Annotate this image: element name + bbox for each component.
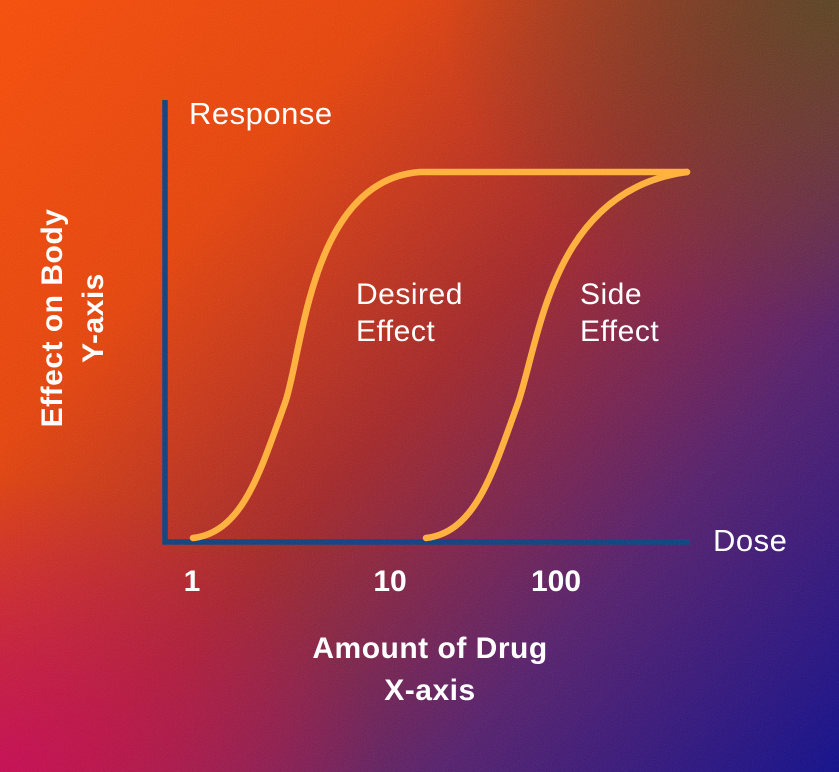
x-tick-10: 10	[373, 565, 407, 598]
x-axis-title-line2: X-axis	[384, 674, 476, 707]
y-axis-title-line1: Effect on Body	[36, 208, 69, 428]
y-axis-title-line2: Y-axis	[77, 273, 110, 363]
y-axis-title: Effect on Body Y-axis	[32, 209, 114, 428]
desired-effect-annotation-line1: Desired	[356, 278, 463, 311]
x-tick-100: 100	[530, 565, 582, 598]
x-axis-title-line1: Amount of Drug	[312, 632, 548, 665]
x-tick-1: 1	[183, 565, 201, 598]
side-effect-annotation: Side Effect	[580, 276, 659, 350]
dose-axis-label: Dose	[713, 523, 788, 558]
desired-effect-annotation-line2: Effect	[356, 315, 436, 348]
side-effect-annotation-line2: Effect	[580, 315, 660, 348]
side-effect-annotation-line1: Side	[580, 278, 643, 311]
x-axis-title: Amount of Drug X-axis	[312, 628, 547, 712]
side-effect-curve	[422, 168, 691, 542]
desired-effect-curve	[189, 168, 691, 542]
response-axis-label: Response	[189, 96, 333, 131]
desired-effect-annotation: Desired Effect	[356, 276, 463, 350]
